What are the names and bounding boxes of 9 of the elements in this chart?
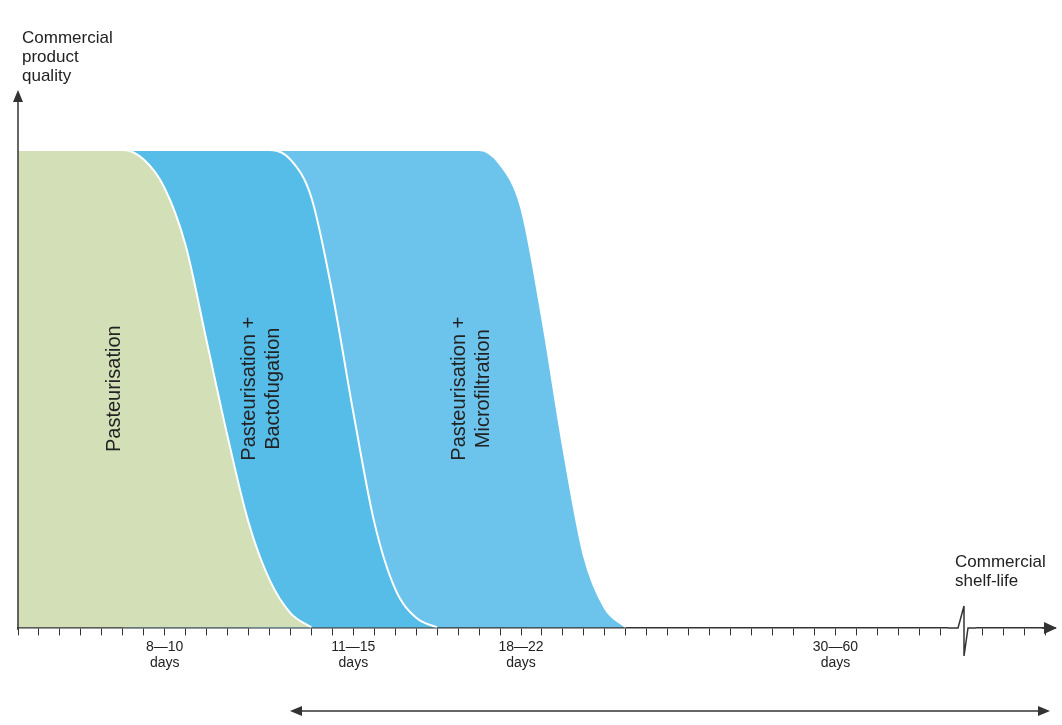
x-tick-label: 18—22 days <box>498 637 544 671</box>
series-label: Pasteurisation + Bactofugation <box>237 316 284 461</box>
x-tick-label: 8—10 days <box>146 637 184 671</box>
x-axis-title: Commercial shelf-life <box>955 552 1047 590</box>
y-axis-title: Commercial product quality <box>22 28 114 85</box>
series-label: Pasteurisation + Microfiltration <box>446 316 493 461</box>
x-tick-label: 11—15 days <box>331 637 376 671</box>
series-label: Pasteurisation <box>102 325 125 453</box>
x-tick-label: 30—60 days <box>812 637 859 671</box>
